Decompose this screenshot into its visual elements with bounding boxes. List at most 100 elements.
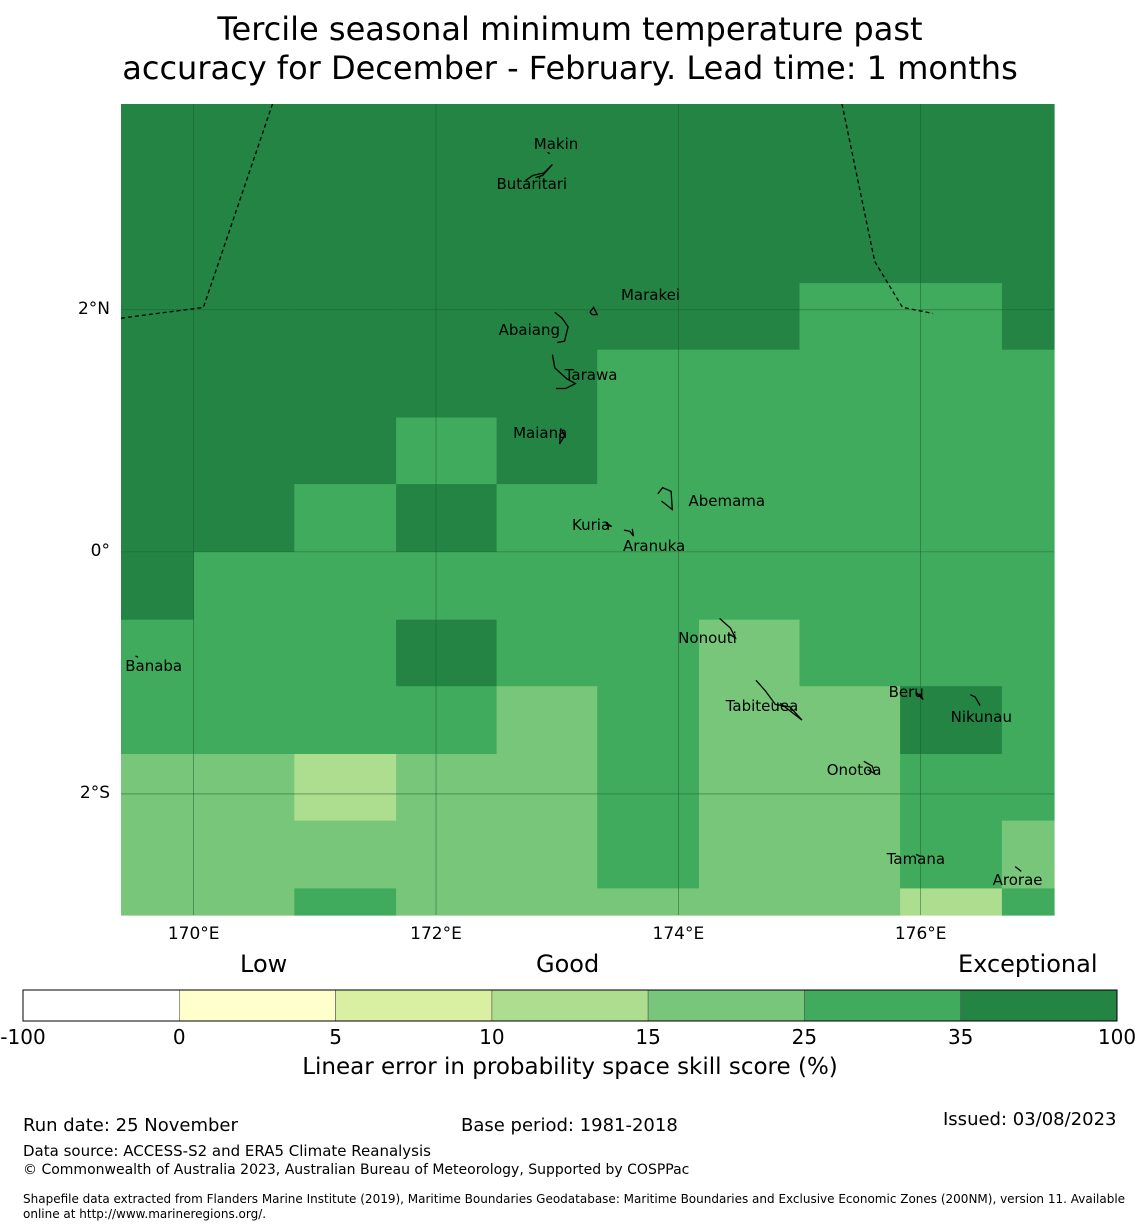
island-outline-abaiang (554, 311, 569, 344)
skill-cell (799, 888, 901, 916)
island-outline-nonouti (719, 617, 737, 640)
skill-cell (396, 104, 498, 284)
island-outline-beru (915, 691, 924, 700)
skill-cell (1001, 686, 1055, 755)
colorbar-tick-label: 5 (329, 1025, 342, 1049)
skill-cell (799, 417, 901, 485)
island-outline-aranuka (623, 528, 635, 537)
skill-cell (900, 104, 1003, 284)
island-outline-banaba (135, 655, 139, 658)
skill-cell (193, 754, 295, 822)
skill-cell (799, 484, 901, 553)
skill-cell (396, 619, 498, 687)
skill-cell (496, 820, 598, 889)
skill-cell (121, 551, 195, 621)
skill-cell (1001, 283, 1055, 351)
colorbar-category-low: Low (240, 950, 288, 978)
skill-cell (294, 820, 397, 889)
island-outline-onotoa (863, 760, 876, 775)
skill-cell (294, 349, 397, 419)
skill-cell (396, 349, 498, 419)
colorbar-tick-label: -100 (0, 1025, 46, 1049)
skill-cell (799, 283, 901, 351)
colorbar-tick-label: 10 (479, 1025, 505, 1049)
skill-cell (496, 484, 598, 553)
skill-cell (193, 349, 295, 419)
colorbar-tick-label: 35 (947, 1025, 974, 1049)
skill-cell (1001, 754, 1055, 822)
skill-cell (496, 619, 598, 687)
skill-cell (1001, 820, 1055, 889)
colorbar (22, 989, 1118, 1022)
run-date: Run date: 25 November (23, 1115, 238, 1136)
skill-cell (900, 551, 1003, 621)
skill-cell (193, 484, 295, 553)
skill-cell (699, 820, 801, 889)
skill-cell (193, 888, 295, 916)
island-outline-arorae (1014, 866, 1022, 872)
skill-cell (799, 104, 901, 284)
island-outline-nikunau (970, 694, 981, 706)
colorbar-segment (804, 989, 962, 1022)
shapefile-credit-line-2: online at http://www.marineregions.org/. (23, 1207, 267, 1221)
skill-cell (699, 754, 801, 822)
base-period: Base period: 1981-2018 (461, 1115, 678, 1136)
skill-cell (294, 104, 397, 284)
skill-cell (597, 417, 700, 485)
island-label-tamana: Tamana (886, 850, 946, 869)
skill-cell (496, 754, 598, 822)
skill-cell (121, 754, 195, 822)
skill-cell (900, 686, 1003, 755)
skill-cell (900, 417, 1003, 485)
skill-cell (396, 484, 498, 553)
latitude-tick-label: 2°S (79, 783, 110, 803)
island-label-abemama: Abemama (688, 492, 766, 510)
skill-cell (799, 551, 901, 621)
skill-cell (699, 484, 801, 553)
island-label-banaba: Banaba (125, 656, 183, 675)
skill-cell (496, 349, 598, 419)
longitude-tick-label: 170°E (167, 924, 220, 944)
skill-cell (496, 888, 598, 916)
skill-cell (193, 820, 295, 889)
island-label-onotoa: Onotoa (826, 760, 882, 779)
island-label-arorae: Arorae (992, 870, 1043, 889)
colorbar-segment (22, 989, 180, 1022)
skill-cell (1001, 417, 1055, 485)
island-outline-tarawa (551, 354, 577, 390)
skill-cell (799, 754, 901, 822)
eez-boundaries (120, 103, 933, 319)
longitude-tick-label: 172°E (410, 924, 462, 944)
longitude-tick-label: 176°E (894, 924, 947, 944)
island-label-tabiteuea: Tabiteuea (725, 696, 799, 715)
graticule (121, 104, 1054, 915)
skill-cell (597, 820, 700, 889)
skill-cell (193, 283, 295, 351)
colorbar-segment (960, 989, 1118, 1022)
skill-cell (396, 417, 498, 485)
map-title-line-1: Tercile seasonal minimum temperature pas… (217, 10, 923, 48)
skill-cell (1001, 104, 1055, 284)
island-label-abaiang: Abaiang (498, 321, 560, 340)
data-source: Data source: ACCESS-S2 and ERA5 Climate … (23, 1142, 431, 1160)
skill-cell (900, 888, 1003, 916)
skill-cell (121, 888, 195, 916)
eez-boundary-line (841, 103, 933, 315)
skill-cell (121, 104, 195, 284)
island-outlines (135, 151, 1022, 872)
copyright: © Commonwealth of Australia 2023, Austra… (23, 1162, 690, 1178)
skill-cell (294, 484, 397, 553)
skill-cell (193, 686, 295, 755)
skill-cell (496, 104, 598, 284)
skill-cell (396, 888, 498, 916)
map-title-line-2: accuracy for December - February. Lead t… (122, 49, 1018, 87)
skill-cell (699, 417, 801, 485)
island-outline-kuria (605, 522, 613, 528)
island-label-kuria: Kuria (572, 516, 611, 535)
latitude-tick-label: 2°N (77, 298, 110, 319)
skill-cell (1001, 484, 1055, 553)
island-label-beru: Beru (888, 683, 924, 702)
skill-cell (799, 619, 901, 687)
skill-cell (121, 686, 195, 755)
